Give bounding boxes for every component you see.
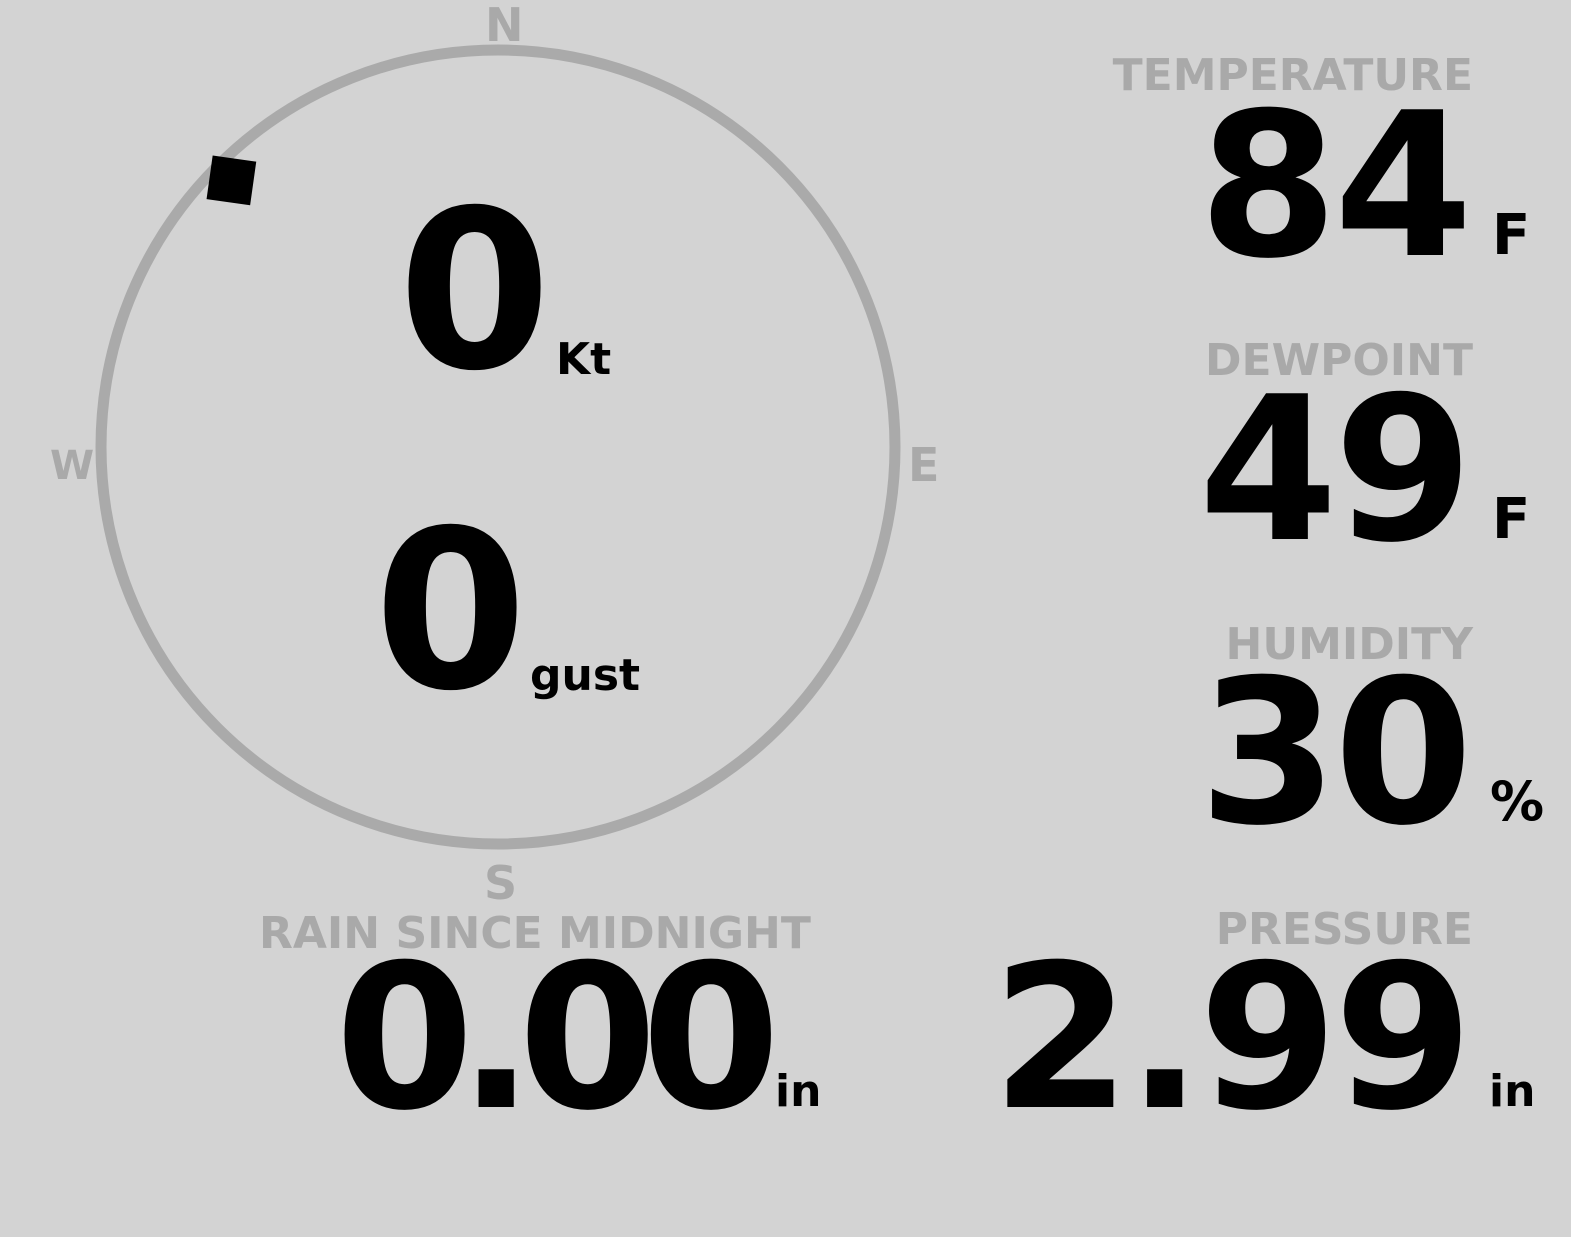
dewpoint-value: 49 bbox=[1198, 354, 1473, 587]
compass-east-label: E bbox=[908, 438, 940, 492]
pressure-label: PRESSURE bbox=[1215, 904, 1473, 955]
wind-speed-unit: Kt bbox=[556, 334, 612, 385]
wind-speed-value: 0 bbox=[398, 163, 551, 419]
temperature-value: 84 bbox=[1198, 70, 1473, 303]
dewpoint-label: DEWPOINT bbox=[1205, 335, 1473, 386]
pressure-unit: in bbox=[1489, 1066, 1536, 1117]
humidity-unit: % bbox=[1490, 770, 1545, 833]
rain-unit: in bbox=[775, 1066, 822, 1117]
dewpoint-unit: F bbox=[1492, 487, 1531, 552]
wind-gust-value: 0 bbox=[374, 483, 527, 739]
humidity-value: 30 bbox=[1198, 637, 1473, 870]
compass-ring bbox=[95, 44, 901, 850]
compass-dial bbox=[95, 44, 901, 850]
compass-south-label: S bbox=[484, 856, 518, 910]
pressure-value: 2.99 bbox=[991, 922, 1473, 1155]
temperature-unit: F bbox=[1492, 203, 1531, 268]
wind-gust-unit: gust bbox=[530, 650, 641, 701]
compass-north-label: N bbox=[485, 0, 524, 52]
temperature-label: TEMPERATURE bbox=[1112, 50, 1473, 101]
compass-west-label: W bbox=[50, 443, 95, 489]
wind-direction-indicator bbox=[206, 155, 257, 206]
rain-label: RAIN SINCE MIDNIGHT bbox=[259, 908, 811, 959]
humidity-label: HUMIDITY bbox=[1225, 619, 1473, 670]
rain-value: 0.00 bbox=[335, 922, 780, 1155]
